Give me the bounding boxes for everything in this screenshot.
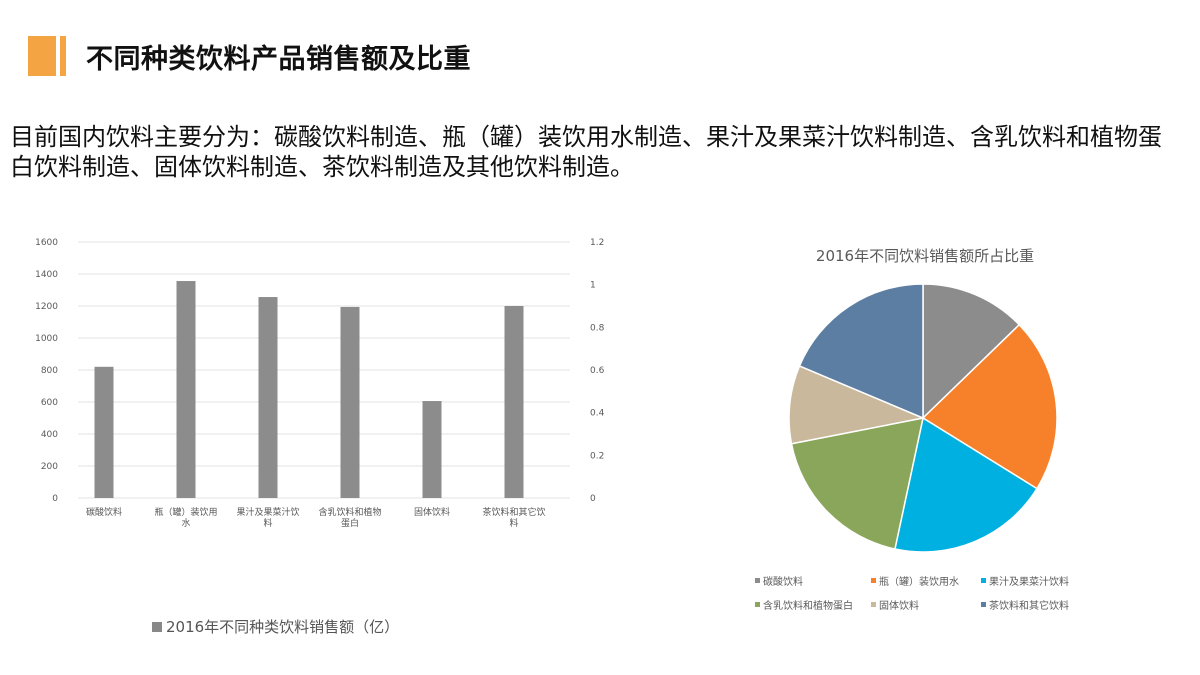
pie-legend-item: 瓶（罐）装饮用水 <box>871 573 981 588</box>
pie-legend-label: 果汁及果菜汁饮料 <box>989 577 1069 588</box>
pie-slice <box>894 416 1038 553</box>
legend-dot-icon <box>981 602 986 607</box>
bar <box>340 306 360 498</box>
bar <box>94 366 114 498</box>
pie-legend-label: 固体饮料 <box>879 601 919 612</box>
legend-swatch <box>152 621 162 632</box>
pie-chart <box>788 283 1058 553</box>
x-axis-tick: 料 <box>263 517 272 529</box>
intro-paragraph: 目前国内饮料主要分为：碳酸饮料制造、瓶（罐）装饮用水制造、果汁及果菜汁饮料制造、… <box>10 123 1162 181</box>
y2-axis-tick: 0.2 <box>590 451 604 461</box>
legend-dot-icon <box>871 578 876 583</box>
pie-chart-legend: 碳酸饮料 瓶（罐）装饮用水 果汁及果菜汁饮料 含乳饮料和植物蛋白 固体饮料 茶饮… <box>755 573 1095 612</box>
y2-axis-tick: 0.4 <box>590 409 605 419</box>
bar-legend-label: 2016年不同种类饮料销售额（亿） <box>166 618 400 636</box>
x-axis-tick: 水 <box>181 517 190 529</box>
title-bar: 不同种类饮料产品销售额及比重 <box>28 36 471 76</box>
y-axis-tick: 800 <box>41 366 58 376</box>
legend-dot-icon <box>871 602 876 607</box>
x-axis-tick: 茶饮料和其它饮 <box>482 506 545 518</box>
legend-dot-icon <box>755 578 760 583</box>
legend-dot-icon <box>755 602 760 607</box>
pie-legend-item: 茶饮料和其它饮料 <box>981 597 1095 612</box>
legend-dot-icon <box>981 578 986 583</box>
y-axis-tick: 1200 <box>35 302 58 312</box>
x-axis-tick: 料 <box>509 517 518 529</box>
y-axis-tick: 200 <box>41 462 58 472</box>
y2-axis-tick: 0.6 <box>590 366 605 376</box>
x-axis-tick: 果汁及果菜汁饮 <box>236 506 299 518</box>
bar <box>422 401 442 498</box>
pie-slice <box>798 283 924 420</box>
y2-axis-tick: 0 <box>590 494 596 504</box>
pie-legend-label: 含乳饮料和植物蛋白 <box>763 601 853 612</box>
x-axis-tick: 含乳饮料和植物 <box>318 506 381 518</box>
x-axis-tick: 蛋白 <box>341 517 359 529</box>
bar <box>258 297 278 498</box>
y2-axis-tick: 0.8 <box>590 323 605 333</box>
pie-legend-item: 果汁及果菜汁饮料 <box>981 573 1095 588</box>
x-axis-tick: 瓶（罐）装饮用 <box>154 506 217 518</box>
pie-legend-label: 茶饮料和其它饮料 <box>989 601 1069 612</box>
bar-chart: 0 200 400 600 800 1000 1200 1400 1600 0 0.2 0.4 0.6 0… <box>35 238 605 529</box>
y-axis-tick: 1600 <box>35 238 58 248</box>
pie-legend-item: 碳酸饮料 <box>755 573 871 588</box>
pie-slice <box>921 323 1058 490</box>
y-axis-tick: 1000 <box>35 334 58 344</box>
x-axis-tick: 碳酸饮料 <box>86 506 122 518</box>
pie-slice <box>788 365 926 445</box>
y2-axis-tick: 1.2 <box>590 238 604 248</box>
x-axis-tick: 固体饮料 <box>414 506 450 518</box>
pie-legend-label: 瓶（罐）装饮用水 <box>879 577 959 588</box>
pie-slice <box>790 417 924 550</box>
page-title: 不同种类饮料产品销售额及比重 <box>86 43 471 75</box>
y2-axis-tick: 1 <box>590 281 596 291</box>
y-axis-tick: 1400 <box>35 270 58 280</box>
bar <box>176 281 196 498</box>
bar-chart-legend: 2016年不同种类饮料销售额（亿） <box>152 616 399 637</box>
pie-chart-title: 2016年不同饮料销售额所占比重 <box>815 247 1035 265</box>
title-accent-block <box>28 36 56 76</box>
pie-legend-item: 含乳饮料和植物蛋白 <box>755 597 871 612</box>
title-accent-line <box>60 36 66 76</box>
y-axis-tick: 0 <box>52 494 58 504</box>
pie-legend-item: 固体饮料 <box>871 597 981 612</box>
bar <box>504 306 524 498</box>
pie-legend-label: 碳酸饮料 <box>763 577 803 588</box>
pie-slice <box>922 283 1021 420</box>
y-axis-tick: 600 <box>41 398 58 408</box>
y-axis-tick: 400 <box>41 430 58 440</box>
